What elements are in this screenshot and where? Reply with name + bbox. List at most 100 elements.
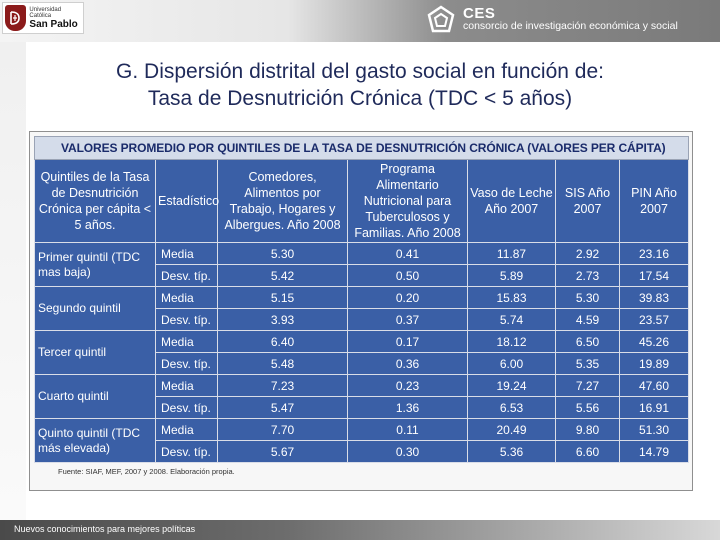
value-cell: 0.17 <box>347 330 468 353</box>
value-cell: 6.60 <box>555 440 620 463</box>
table-caption: VALORES PROMEDIO POR QUINTILES DE LA TAS… <box>33 136 690 160</box>
stat-label: Media <box>155 418 218 441</box>
value-cell: 20.49 <box>467 418 556 441</box>
stat-label: Media <box>155 286 218 309</box>
value-cell: 5.30 <box>555 286 620 309</box>
stat-label: Media <box>155 242 218 265</box>
table-row: Segundo quintil Media 5.15 0.20 15.83 5.… <box>34 286 690 331</box>
column-header: PIN Año 2007 <box>618 159 690 243</box>
table-row: Tercer quintil Media 6.40 0.17 18.12 6.5… <box>34 330 690 375</box>
value-cell: 15.83 <box>467 286 556 309</box>
value-cell: 2.73 <box>555 264 620 287</box>
column-header: Vaso de Leche Año 2007 <box>467 159 556 243</box>
value-cell: 9.80 <box>555 418 620 441</box>
value-cell: 5.56 <box>555 396 620 419</box>
shield-icon <box>5 5 27 31</box>
value-cell: 6.00 <box>467 352 556 375</box>
slide-title: G. Dispersión distrital del gasto social… <box>0 58 720 112</box>
value-cell: 1.36 <box>347 396 468 419</box>
value-cell: 7.70 <box>217 418 348 441</box>
table-row: Desv. típ. 5.42 0.50 5.89 2.73 17.54 <box>35 264 690 287</box>
value-cell: 5.67 <box>217 440 348 463</box>
value-cell: 7.23 <box>217 374 348 397</box>
value-cell: 6.50 <box>555 330 620 353</box>
table-row: Cuarto quintil Media 7.23 0.23 19.24 7.2… <box>34 374 690 419</box>
university-name-line1: Universidad Católica <box>29 6 62 19</box>
table-row: Primer quintil (TDC mas baja) Media 5.30… <box>34 242 690 287</box>
footer-band: Nuevos conocimientos para mejores políti… <box>0 520 720 540</box>
table-row: Desv. típ. 5.47 1.36 6.53 5.56 16.91 <box>35 396 690 419</box>
stat-label: Desv. típ. <box>155 352 218 375</box>
table-row: Desv. típ. 5.67 0.30 5.36 6.60 14.79 <box>35 440 690 463</box>
data-table: VALORES PROMEDIO POR QUINTILES DE LA TAS… <box>33 136 690 463</box>
stat-label: Desv. típ. <box>155 308 218 331</box>
stat-label: Desv. típ. <box>155 264 218 287</box>
value-cell: 19.89 <box>618 352 690 375</box>
column-header: Estadístico <box>155 159 219 243</box>
value-cell: 45.26 <box>618 330 690 353</box>
slide-title-line2: Tasa de Desnutrición Crónica (TDC < 5 añ… <box>147 87 573 110</box>
value-cell: 5.89 <box>467 264 556 287</box>
value-cell: 14.79 <box>618 440 690 463</box>
stat-label: Desv. típ. <box>155 440 218 463</box>
quintile-label: Quinto quintil (TDC más elevada) <box>34 418 156 463</box>
value-cell: 3.93 <box>217 308 348 331</box>
value-cell: 0.50 <box>347 264 468 287</box>
source-note: Fuente: SIAF, MEF, 2007 y 2008. Elaborac… <box>58 467 235 476</box>
value-cell: 17.54 <box>618 264 690 287</box>
ces-logo-icon <box>427 5 455 33</box>
footer-tagline: Nuevos conocimientos para mejores políti… <box>14 524 196 534</box>
value-cell: 0.23 <box>347 374 468 397</box>
value-cell: 5.36 <box>467 440 556 463</box>
column-header: Programa Alimentario Nutricional para Tu… <box>347 159 468 243</box>
value-cell: 5.30 <box>217 242 348 265</box>
value-cell: 4.59 <box>555 308 620 331</box>
column-header: SIS Año 2007 <box>555 159 620 243</box>
value-cell: 5.35 <box>555 352 620 375</box>
value-cell: 16.91 <box>618 396 690 419</box>
slide-title-line1: G. Dispersión distrital del gasto social… <box>116 60 604 83</box>
stat-label: Media <box>155 330 218 353</box>
value-cell: 5.15 <box>217 286 348 309</box>
value-cell: 18.12 <box>467 330 556 353</box>
value-cell: 0.20 <box>347 286 468 309</box>
value-cell: 5.47 <box>217 396 348 419</box>
university-logo: Universidad Católica San Pablo <box>2 2 84 34</box>
org-name: CES <box>463 5 496 22</box>
value-cell: 11.87 <box>467 242 556 265</box>
table-row: Desv. típ. 3.93 0.37 5.74 4.59 23.57 <box>35 308 690 331</box>
value-cell: 47.60 <box>618 374 690 397</box>
stat-label: Media <box>155 374 218 397</box>
org-tagline: consorcio de investigación económica y s… <box>463 20 678 32</box>
left-watermark <box>0 42 26 520</box>
value-cell: 2.92 <box>555 242 620 265</box>
university-name-line2: San Pablo <box>29 18 78 30</box>
column-header: Quintiles de la Tasa de Desnutrición Cró… <box>34 159 156 243</box>
value-cell: 0.41 <box>347 242 468 265</box>
value-cell: 5.48 <box>217 352 348 375</box>
quintile-label: Cuarto quintil <box>34 374 156 419</box>
value-cell: 0.11 <box>347 418 468 441</box>
value-cell: 5.74 <box>467 308 556 331</box>
value-cell: 7.27 <box>555 374 620 397</box>
table-row: Quinto quintil (TDC más elevada) Media 7… <box>34 418 690 463</box>
value-cell: 5.42 <box>217 264 348 287</box>
value-cell: 19.24 <box>467 374 556 397</box>
quintile-label: Segundo quintil <box>34 286 156 331</box>
quintile-label: Primer quintil (TDC mas baja) <box>34 242 156 287</box>
value-cell: 0.30 <box>347 440 468 463</box>
table-frame: VALORES PROMEDIO POR QUINTILES DE LA TAS… <box>29 131 693 491</box>
value-cell: 6.53 <box>467 396 556 419</box>
value-cell: 6.40 <box>217 330 348 353</box>
quintile-label: Tercer quintil <box>34 330 156 375</box>
value-cell: 23.16 <box>618 242 690 265</box>
value-cell: 51.30 <box>618 418 690 441</box>
value-cell: 0.36 <box>347 352 468 375</box>
table-row: Desv. típ. 5.48 0.36 6.00 5.35 19.89 <box>35 352 690 375</box>
value-cell: 39.83 <box>618 286 690 309</box>
table-header-row: Quintiles de la Tasa de Desnutrición Cró… <box>34 159 690 243</box>
header-band: Universidad Católica San Pablo CES conso… <box>0 0 720 42</box>
value-cell: 23.57 <box>618 308 690 331</box>
column-header: Comedores, Alimentos por Trabajo, Hogare… <box>217 159 348 243</box>
value-cell: 0.37 <box>347 308 468 331</box>
